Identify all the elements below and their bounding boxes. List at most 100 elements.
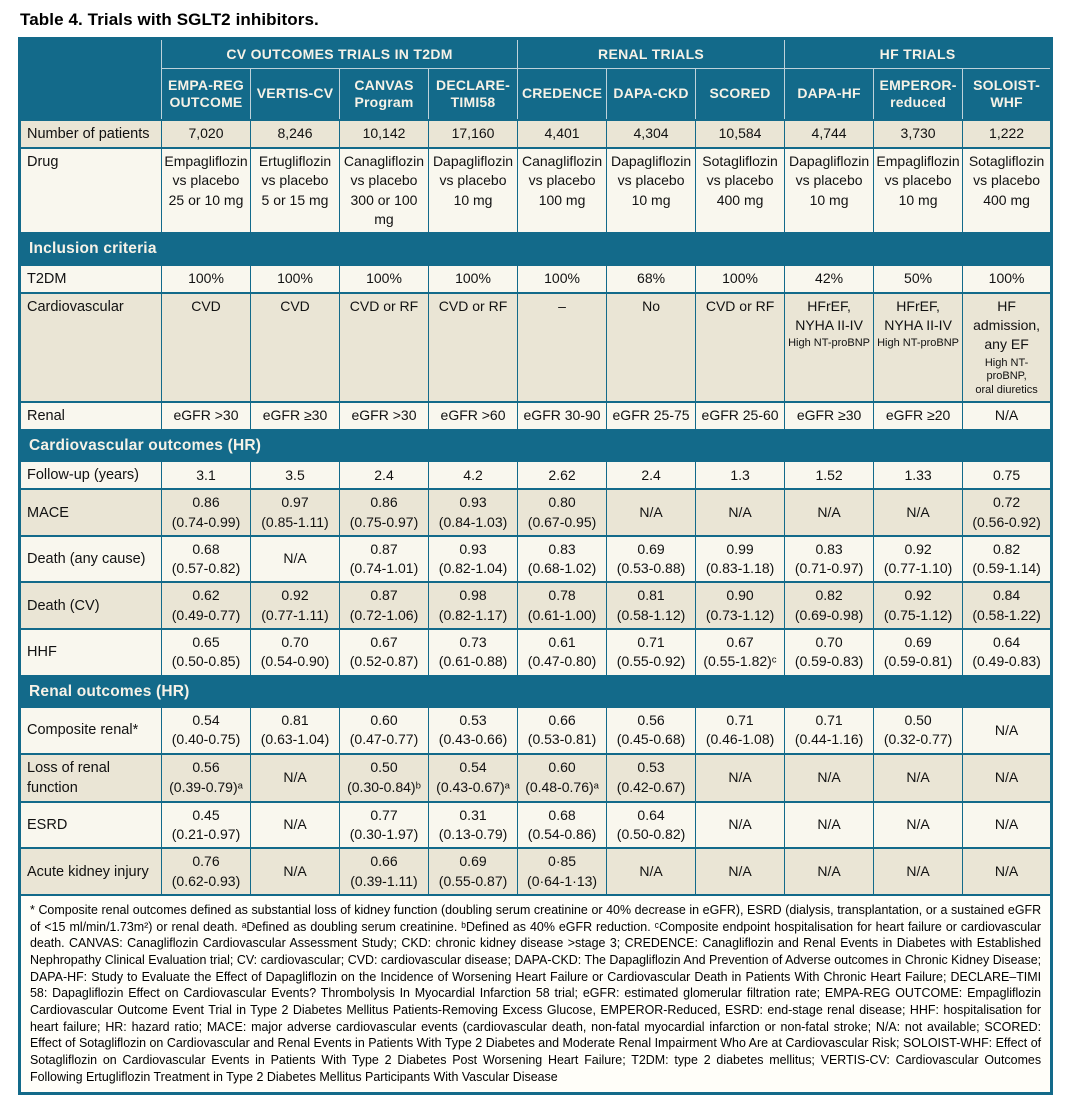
trial-header-2: CANVAS Program [339,68,429,121]
row-label: Number of patients [19,119,162,149]
table-cell: Dapagliflozin vs placebo 10 mg [606,146,697,235]
table-cell: N/A [606,847,697,896]
group-header-1: RENAL TRIALS [517,38,786,69]
table-cell: 0.72 (0.56-0.92) [962,488,1053,537]
table-cell: 0.76 (0.62-0.93) [161,847,251,896]
table-cell: 2.4 [339,460,429,491]
table-cell: 0.69 (0.55-0.87) [427,847,519,896]
table-cell: 7,020 [161,119,251,149]
table-cell: – [517,291,608,403]
table-cell: N/A [250,534,340,584]
trial-header-0: EMPA-REG OUTCOME [161,68,251,121]
table-cell: eGFR >30 [161,400,251,431]
table-cell: 0.83 (0.68-1.02) [517,534,608,584]
table-row: Composite renal* 0.54 (0.40-0.75) 0.81 (0.… [19,706,1053,755]
table-cell: Sotagliflozin vs placebo 400 mg [962,146,1053,235]
table-cell: 0.66 (0.53-0.81) [517,706,608,755]
table-cell: CVD [161,291,251,403]
table-cell: 0.60 (0.48-0.76)ᵃ [517,752,608,803]
table-cell: 0.50 (0.32-0.77) [873,706,964,755]
table-cell: 0.77 (0.30-1.97) [339,800,429,850]
table-cell: 0.45 (0.21-0.97) [161,800,251,850]
table-cell: 100% [427,263,519,294]
table-cell: N/A [962,847,1053,896]
table-cell: 0.86 (0.75-0.97) [339,488,429,537]
table-cell: N/A [695,800,786,850]
table-body: Number of patients 7,020 8,246 10,142 17,160… [18,119,1053,1095]
table-cell: CVD or RF [339,291,429,403]
table-cell: 0.50 (0.30-0.84)ᵇ [339,752,429,803]
table-cell: 1.3 [695,460,786,491]
row-label: Follow-up (years) [19,460,162,491]
table-row: Drug Empagliflozin vs placebo 25 or 10 mg… [19,146,1053,235]
table-cell: 0.56 (0.45-0.68) [606,706,697,755]
table-cell: Ertugliflozin vs placebo 5 or 15 mg [250,146,340,235]
table-cell: N/A [784,752,875,803]
table-cell: 4,744 [784,119,875,149]
table-cell: 2.62 [517,460,608,491]
trial-header-1: VERTIS-CV [250,68,340,121]
table-cell: 0.60 (0.47-0.77) [339,706,429,755]
table-cell: Sotagliflozin vs placebo 400 mg [695,146,786,235]
table-cell: 0.56 (0.39-0.79)ᵃ [161,752,251,803]
table-cell: 0·85 (0·64-1·13) [517,847,608,896]
table-cell: HFrEF, NYHA II-IV High NT-proBNP [873,291,964,403]
trials-table: CV OUTCOMES TRIALS IN T2DM RENAL TRIALS HF… [18,37,1054,1095]
table-cell: Empagliflozin vs placebo 25 or 10 mg [161,146,251,235]
table-cell: 0.87 (0.74-1.01) [339,534,429,584]
page: Table 4. Trials with SGLT2 inhibitors. C… [18,10,1054,1095]
table-cell: 4,304 [606,119,697,149]
table-cell: 0.70 (0.54-0.90) [250,628,340,677]
table-cell: 100% [339,263,429,294]
table-cell: N/A [606,488,697,537]
table-cell: 4.2 [427,460,519,491]
row-label: Death (CV) [19,581,162,631]
table-cell: N/A [784,488,875,537]
table-cell: 3,730 [873,119,964,149]
table-row: T2DM 100% 100% 100% 100% 100% 68% 100% 42% 50% 100… [19,263,1053,294]
table-cell: 0.62 (0.49-0.77) [161,581,251,631]
table-row: Acute kidney injury 0.76 (0.62-0.93) N/A 0.… [19,847,1053,896]
table-cell: 3.1 [161,460,251,491]
trial-header-9: SOLOIST- WHF [962,68,1053,121]
table-cell: 0.93 (0.82-1.04) [427,534,519,584]
table-row: Cardiovascular CVD CVD CVD or RF CVD or RF – N… [19,291,1053,403]
table-cell: eGFR >30 [339,400,429,431]
trial-header-5: DAPA-CKD [606,68,697,121]
table-cell: N/A [962,400,1053,431]
table-cell: 0.61 (0.47-0.80) [517,628,608,677]
table-row: ESRD 0.45 (0.21-0.97) N/A 0.77 (0.30-1.97) 0… [19,800,1053,850]
table-cell: Dapagliflozin vs placebo 10 mg [784,146,875,235]
table-cell: N/A [962,800,1053,850]
table-cell: 50% [873,263,964,294]
table-cell: Canagliflozin vs placebo 300 or 100 mg [339,146,429,235]
table-cell: eGFR 25-60 [695,400,786,431]
table-cell: 10,142 [339,119,429,149]
table-cell: 0.99 (0.83-1.18) [695,534,786,584]
table-cell: 0.82 (0.59-1.14) [962,534,1053,584]
table-row: Death (any cause) 0.68 (0.57-0.82) N/A 0.87… [19,534,1053,584]
table-cell: 0.93 (0.84-1.03) [427,488,519,537]
row-label: T2DM [19,263,162,294]
table-cell: 10,584 [695,119,786,149]
table-row: Follow-up (years) 3.1 3.5 2.4 4.2 2.62 2.4 1.3 1… [19,460,1053,491]
row-label: Cardiovascular [19,291,162,403]
table-row: Renal eGFR >30 eGFR ≥30 eGFR >30 eGFR >60 eGF… [19,400,1053,431]
row-label: Composite renal* [19,706,162,755]
trial-header-4: CREDENCE [517,68,608,121]
table-cell: N/A [962,706,1053,755]
table-cell: Empagliflozin vs placebo 10 mg [873,146,964,235]
table-cell: N/A [873,847,964,896]
cell-sub-text: High NT-proBNP, oral diuretics [975,356,1038,397]
table-cell: 0.68 (0.57-0.82) [161,534,251,584]
row-label: Renal [19,400,162,431]
trial-header-7: DAPA-HF [784,68,875,121]
table-header: CV OUTCOMES TRIALS IN T2DM RENAL TRIALS HF… [19,38,1053,121]
table-cell: N/A [250,847,340,896]
table-cell: 0.90 (0.73-1.12) [695,581,786,631]
table-cell: N/A [873,488,964,537]
table-cell: 0.71 (0.44-1.16) [784,706,875,755]
table-title: Table 4. Trials with SGLT2 inhibitors. [20,10,319,29]
table-cell: HF admission, any EF High NT-proBNP, oral… [962,291,1053,403]
table-cell: eGFR 25-75 [606,400,697,431]
